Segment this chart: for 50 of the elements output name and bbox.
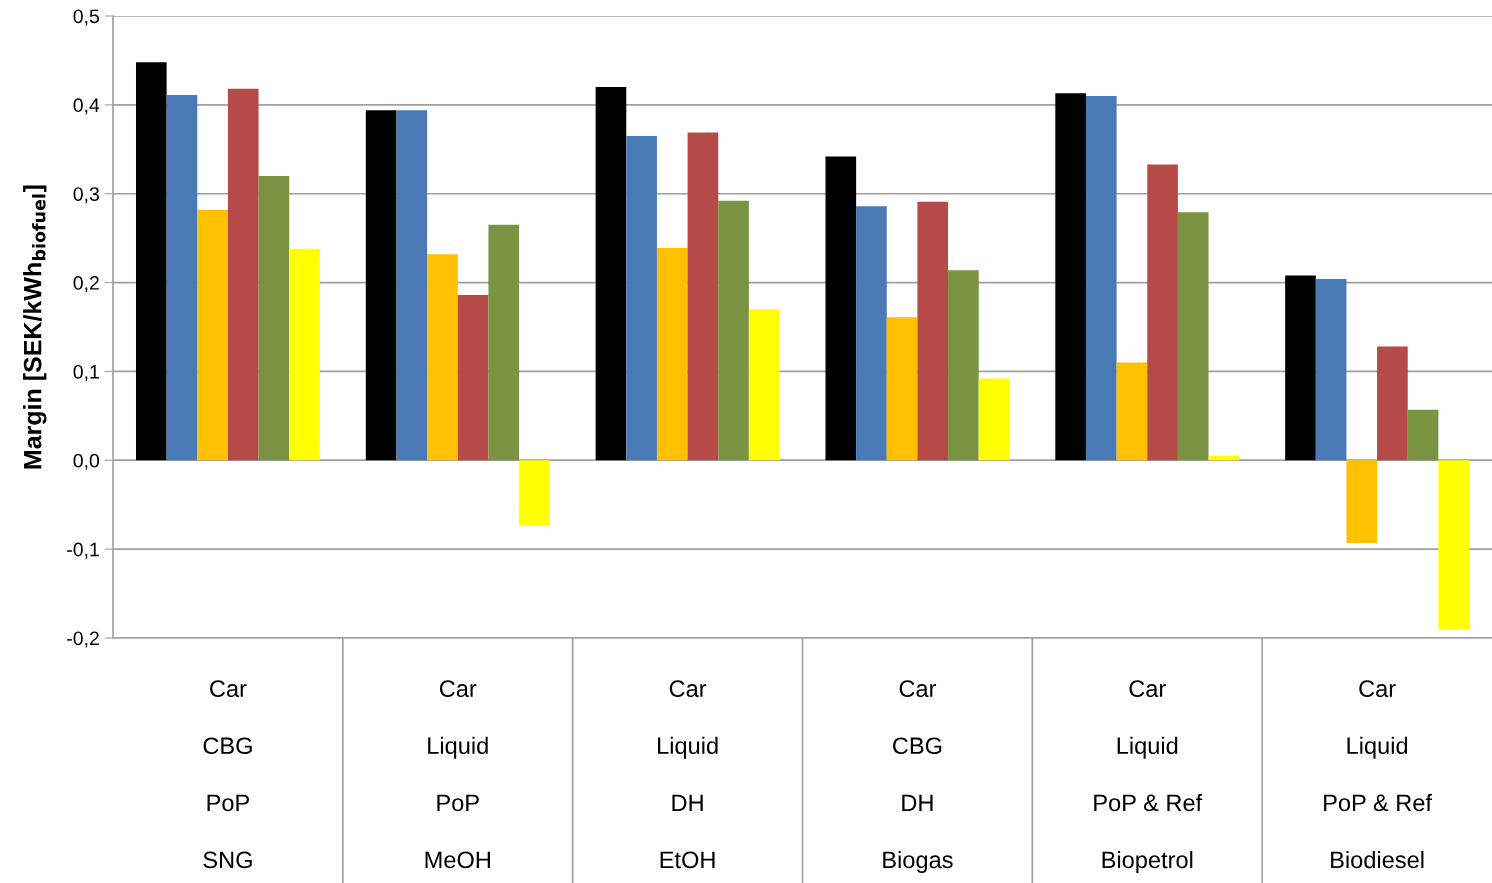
bar [289, 248, 320, 461]
y-tick-label: 0,4 [73, 98, 100, 115]
bar [687, 132, 719, 461]
bar [856, 206, 887, 461]
bar [718, 200, 749, 461]
y-tick-label: 0,3 [73, 187, 99, 204]
bar [886, 317, 918, 461]
bar [656, 247, 688, 461]
y-axis-title: Margin [SEK/kWh$_{biofuel}$] [23, 185, 47, 469]
bar [1438, 460, 1470, 630]
bar [135, 62, 167, 461]
bar [825, 156, 857, 461]
bar [488, 224, 520, 461]
bar [1055, 93, 1086, 461]
y-tick-label: 0,0 [73, 453, 100, 470]
bar [948, 270, 979, 461]
bar [365, 110, 397, 461]
bar [166, 95, 198, 461]
bar [595, 87, 627, 461]
bar [1285, 275, 1316, 461]
category-label: Car Liquid PoP & Ref Biopetrol [1094, 680, 1203, 873]
bar [1085, 95, 1117, 461]
bar [197, 209, 228, 461]
bar [917, 201, 949, 461]
y-tick-label: 0,1 [73, 364, 99, 381]
bar [1377, 346, 1408, 461]
bar [626, 135, 657, 461]
y-tick-label: -0,1 [67, 542, 99, 559]
category-label: Car CBG DH Biogas [883, 680, 953, 873]
bar [1116, 362, 1148, 461]
bar [227, 88, 259, 461]
bar [457, 295, 489, 461]
bar [978, 378, 1010, 461]
category-label: Car Liquid DH EtOH [658, 680, 718, 869]
category-label: Car Liquid PoP MeOH [425, 680, 490, 869]
bar [396, 110, 428, 461]
bar [427, 254, 458, 461]
bar [1147, 164, 1178, 461]
bar [1315, 279, 1347, 461]
y-tick-label: 0,5 [73, 9, 99, 26]
bar [1177, 212, 1209, 461]
category-label: Car CBG PoP SNG [203, 680, 252, 869]
y-tick-label: -0,2 [67, 631, 99, 648]
bar [258, 175, 290, 461]
bar [1407, 409, 1439, 461]
category-label: Car Liquid PoP & Ref Biodiesel [1324, 680, 1433, 869]
bar [519, 460, 550, 526]
bar [1346, 460, 1378, 543]
bar [748, 309, 780, 461]
y-tick-label: 0,2 [73, 276, 99, 293]
